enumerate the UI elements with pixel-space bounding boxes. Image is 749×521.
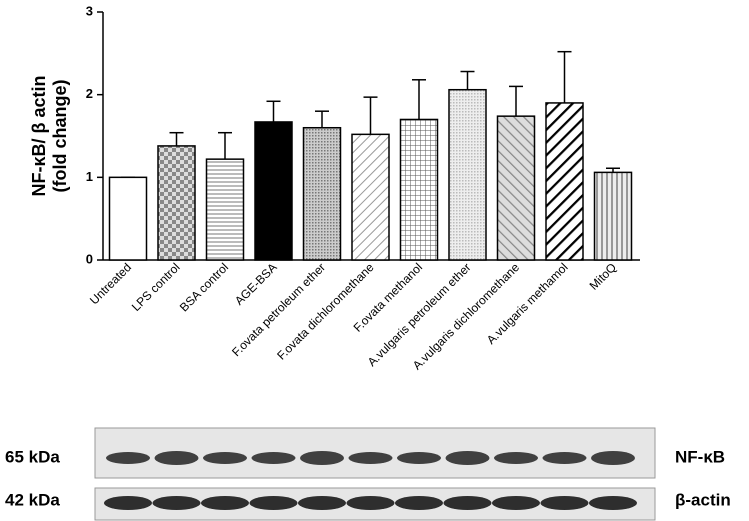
bar bbox=[593, 171, 633, 261]
blot-band bbox=[589, 496, 637, 510]
blot-band bbox=[540, 496, 589, 510]
x-tick-label: Untreated bbox=[87, 260, 134, 307]
bar bbox=[351, 133, 390, 261]
blot-band bbox=[494, 452, 538, 464]
blot-band bbox=[591, 451, 635, 465]
bar bbox=[108, 176, 148, 261]
blot-band bbox=[443, 496, 492, 510]
bar bbox=[254, 121, 293, 261]
blot-size: 42 kDa bbox=[5, 490, 60, 509]
blot-band bbox=[154, 451, 199, 465]
bar bbox=[205, 158, 245, 261]
blot-band bbox=[492, 496, 540, 510]
blot-band bbox=[298, 496, 346, 510]
blot-band bbox=[251, 452, 296, 464]
x-tick-label: AGE-BSA bbox=[232, 260, 280, 308]
blot-band bbox=[201, 496, 249, 510]
y-axis-label: (fold change) bbox=[50, 80, 70, 193]
blot-band bbox=[203, 452, 247, 464]
y-tick-label: 1 bbox=[86, 169, 93, 184]
bar bbox=[302, 126, 342, 261]
blot-band bbox=[300, 451, 344, 465]
y-tick-label: 0 bbox=[86, 251, 93, 266]
blot-band bbox=[445, 451, 490, 465]
x-tick-label: A.vulgaris methamol bbox=[484, 260, 571, 347]
blot-band bbox=[348, 452, 393, 464]
bar bbox=[399, 118, 439, 261]
bar bbox=[157, 145, 196, 261]
blot-protein: NF-κB bbox=[675, 447, 725, 466]
x-tick-label: LPS control bbox=[129, 260, 183, 314]
blot-size: 65 kDa bbox=[5, 447, 60, 466]
blot-band bbox=[346, 496, 395, 510]
blot-band bbox=[104, 496, 152, 510]
blot-band bbox=[395, 496, 443, 510]
blot-band bbox=[249, 496, 298, 510]
x-tick-label: BSA control bbox=[177, 260, 231, 314]
blot-band bbox=[397, 452, 441, 464]
blot-band bbox=[106, 452, 150, 464]
bar bbox=[545, 102, 584, 261]
blot-band bbox=[152, 496, 201, 510]
bar bbox=[448, 88, 487, 261]
bar bbox=[496, 115, 536, 261]
y-tick-label: 2 bbox=[86, 86, 93, 101]
x-tick-label: F.ovata petroleum ether bbox=[229, 260, 328, 359]
x-tick-label: MitoQ bbox=[587, 260, 620, 293]
x-tick-label: F.ovata dichloromethane bbox=[274, 260, 377, 363]
blot-protein: β-actin bbox=[675, 490, 731, 509]
y-axis-label: NF-κB/ β actin bbox=[29, 75, 49, 196]
y-tick-label: 3 bbox=[86, 3, 93, 18]
blot-band bbox=[542, 452, 587, 464]
